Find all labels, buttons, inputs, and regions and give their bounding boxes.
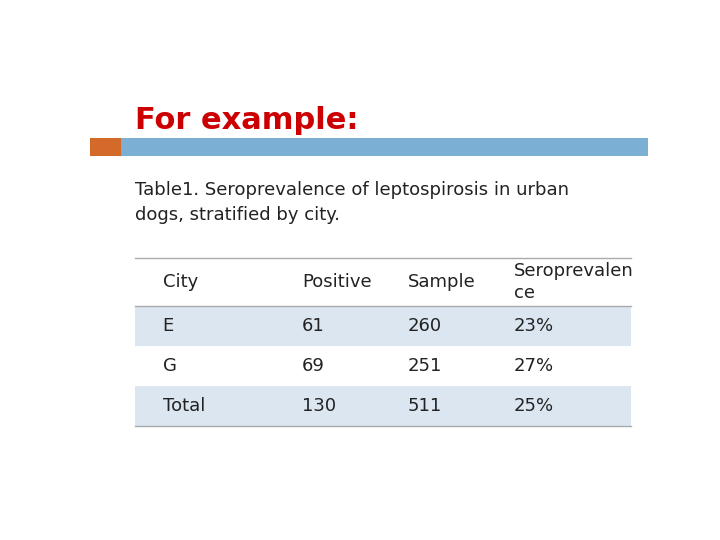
FancyBboxPatch shape [135, 386, 631, 426]
Text: 25%: 25% [514, 397, 554, 415]
Text: 27%: 27% [514, 357, 554, 375]
FancyBboxPatch shape [135, 306, 631, 346]
Text: 251: 251 [408, 357, 442, 375]
Text: 260: 260 [408, 317, 442, 335]
Text: G: G [163, 357, 176, 375]
Text: For example:: For example: [135, 106, 358, 136]
Text: Table1. Seroprevalence of leptospirosis in urban
dogs, stratified by city.: Table1. Seroprevalence of leptospirosis … [135, 181, 569, 224]
Text: Seroprevalen
ce: Seroprevalen ce [514, 262, 634, 302]
Text: E: E [163, 317, 174, 335]
Text: Total: Total [163, 397, 205, 415]
FancyBboxPatch shape [121, 138, 648, 156]
Text: City: City [163, 273, 198, 291]
Text: 61: 61 [302, 317, 325, 335]
FancyBboxPatch shape [90, 138, 121, 156]
Text: 69: 69 [302, 357, 325, 375]
Text: Positive: Positive [302, 273, 372, 291]
Text: Sample: Sample [408, 273, 476, 291]
Text: 511: 511 [408, 397, 442, 415]
Text: 130: 130 [302, 397, 336, 415]
FancyBboxPatch shape [135, 346, 631, 386]
FancyBboxPatch shape [135, 258, 631, 306]
Text: 23%: 23% [514, 317, 554, 335]
